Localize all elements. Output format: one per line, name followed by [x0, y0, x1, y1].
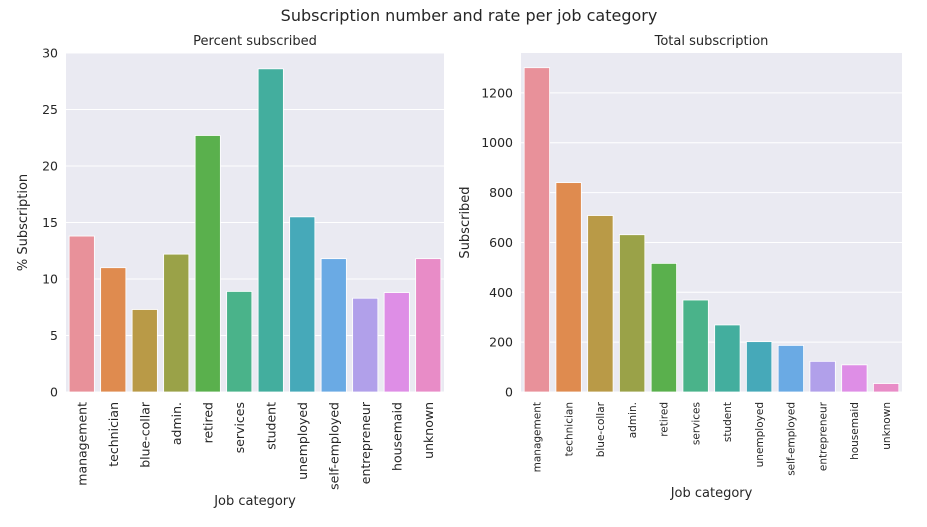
bar-services — [226, 291, 253, 393]
y-axis-label: Subscribed — [458, 186, 473, 258]
x-tick-label: blue-collar — [137, 401, 152, 468]
x-tick-labels: management technician blue-collar admin. ret… — [74, 401, 436, 490]
bar-unemployed — [746, 341, 773, 393]
x-tick-labels: management technician blue-collar admin. ret… — [532, 401, 893, 475]
bar-admin — [619, 234, 646, 393]
bar-student — [714, 324, 741, 393]
x-tick-label: retired — [659, 402, 671, 437]
figure-suptitle: Subscription number and rate per job cat… — [281, 6, 658, 25]
y-tick-label: 15 — [42, 215, 58, 230]
x-tick-label: unknown — [881, 402, 893, 450]
bar-entrepreneur — [809, 360, 836, 393]
bar-blue-collar — [131, 309, 158, 393]
bar-management — [523, 67, 550, 393]
bar-self-employed — [777, 344, 804, 393]
x-tick-label: admin. — [169, 402, 184, 445]
bar-housemaid — [383, 292, 410, 393]
y-tick-label: 25 — [42, 102, 58, 117]
x-tick-label: student — [722, 402, 734, 442]
x-tick-label: technician — [563, 402, 575, 456]
x-tick-label: housemaid — [389, 402, 404, 471]
y-tick-labels: 0 200 400 600 800 1000 1200 — [481, 85, 513, 399]
y-tick-label: 400 — [489, 285, 513, 300]
x-tick-label: services — [690, 402, 702, 445]
x-tick-label: management — [74, 402, 89, 486]
x-tick-label: unemployed — [295, 402, 310, 480]
percent-subscribed-chart: 0 5 10 15 20 25 30 management technician blue-co… — [16, 34, 444, 509]
bar-admin — [163, 253, 190, 393]
bar-unemployed — [289, 216, 316, 393]
bar-unknown — [873, 383, 900, 393]
bar-unknown — [415, 258, 442, 393]
x-tick-label: unknown — [421, 402, 436, 459]
bar-blue-collar — [587, 215, 614, 393]
x-axis-label: Job category — [213, 494, 296, 509]
bar-services — [682, 299, 709, 393]
y-tick-label: 0 — [50, 385, 58, 400]
x-tick-label: services — [232, 402, 247, 453]
bars — [68, 68, 442, 393]
x-tick-label: student — [263, 402, 278, 450]
gridlines — [66, 52, 444, 393]
bar-self-employed — [320, 258, 347, 393]
y-tick-label: 5 — [50, 328, 58, 343]
chart-title: Percent subscribed — [193, 34, 317, 49]
plot-area — [521, 53, 902, 392]
y-tick-label: 800 — [489, 185, 513, 200]
gridlines — [521, 92, 902, 393]
x-tick-label: management — [532, 402, 544, 472]
bar-technician — [555, 182, 582, 393]
bar-entrepreneur — [352, 297, 379, 393]
bar-student — [257, 68, 284, 393]
bar-technician — [100, 267, 127, 393]
bars — [523, 67, 900, 393]
x-tick-label: unemployed — [754, 402, 766, 467]
y-tick-label: 10 — [42, 272, 58, 287]
bar-retired — [194, 135, 221, 393]
x-tick-label: self-employed — [786, 402, 798, 476]
bar-management — [68, 235, 95, 393]
y-tick-label: 1200 — [481, 85, 513, 100]
x-tick-label: entrepreneur — [817, 401, 829, 471]
bar-housemaid — [841, 364, 868, 393]
total-subscription-chart: 0 200 400 600 800 1000 1200 management technici… — [458, 34, 902, 501]
y-tick-label: 20 — [42, 159, 58, 174]
y-tick-label: 0 — [505, 385, 513, 400]
y-axis-label: % Subscription — [16, 174, 31, 271]
x-tick-label: entrepreneur — [358, 401, 373, 484]
x-tick-label: housemaid — [849, 402, 861, 460]
bar-retired — [650, 262, 677, 393]
x-tick-label: blue-collar — [595, 401, 607, 457]
x-tick-label: self-employed — [326, 402, 341, 490]
x-tick-label: retired — [200, 402, 215, 443]
y-tick-labels: 0 5 10 15 20 25 30 — [42, 46, 58, 400]
x-tick-label: admin. — [627, 402, 639, 438]
y-tick-label: 600 — [489, 235, 513, 250]
y-tick-label: 30 — [42, 46, 58, 61]
y-tick-label: 200 — [489, 335, 513, 350]
x-tick-label: technician — [106, 402, 121, 467]
y-tick-label: 1000 — [481, 135, 513, 150]
chart-title: Total subscription — [654, 34, 769, 49]
x-axis-label: Job category — [670, 486, 753, 501]
